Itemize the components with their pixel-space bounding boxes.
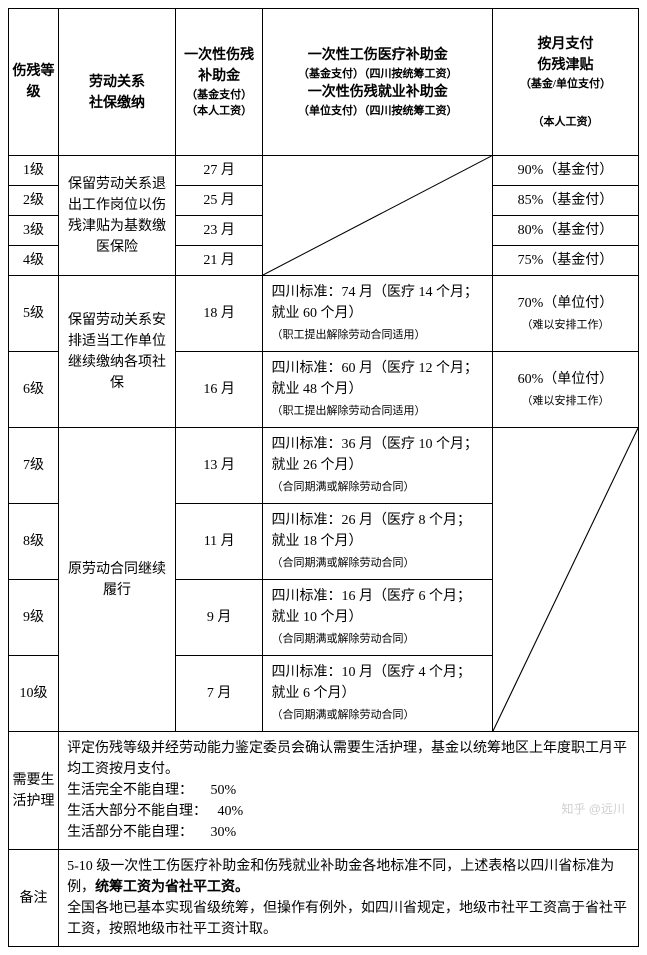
cell-relation-1-4: 保留劳动关系退出工作岗位以伤残津贴为基数缴医保险 xyxy=(59,156,176,276)
cell-c3: 27 月 xyxy=(175,156,263,186)
cell-c4: 四川标准：74 月（医疗 14 个月；就业 60 个月） （职工提出解除劳动合同… xyxy=(263,276,492,352)
c4-main: 四川标准：36 月（医疗 10 个月；就业 26 个月） xyxy=(271,437,478,473)
cell-relation-7-10: 原劳动合同继续履行 xyxy=(59,428,176,732)
cell-lvl: 9级 xyxy=(9,580,59,656)
c4-main: 四川标准：16 月（医疗 6 个月；就业 10 个月） xyxy=(271,589,471,625)
note-p1b: 统筹工资为省社平工资。 xyxy=(95,880,249,895)
cell-lvl: 3级 xyxy=(9,216,59,246)
c5-main: 60%（单位付） xyxy=(518,372,614,387)
row-care: 需要生活护理 评定伤残等级并经劳动能力鉴定委员会确认需要生活护理，基金以统筹地区… xyxy=(9,732,639,850)
cell-c4-1-4-diag xyxy=(263,156,492,276)
c4-main: 四川标准：60 月（医疗 12 个月；就业 48 个月） xyxy=(271,361,478,397)
c5-sub: （难以安排工作） xyxy=(521,319,609,331)
cell-c3: 9 月 xyxy=(175,580,263,656)
c5-main: 70%（单位付） xyxy=(518,296,614,311)
care-label: 需要生活护理 xyxy=(9,732,59,850)
care-l1: 生活完全不能自理： 50% xyxy=(67,783,236,798)
hdr-monthly-allowance: 按月支付 伤残津贴 （基金/单位支付） （本人工资） xyxy=(492,9,638,156)
cell-c3: 21 月 xyxy=(175,246,263,276)
care-l3: 生活部分不能自理： 30% xyxy=(67,825,236,840)
cell-lvl: 2级 xyxy=(9,186,59,216)
cell-c3: 16 月 xyxy=(175,352,263,428)
note-content: 5-10 级一次性工伤医疗补助金和伤残就业补助金各地标准不同，上述表格以四川省标… xyxy=(59,850,639,947)
cell-lvl: 4级 xyxy=(9,246,59,276)
care-l2: 生活大部分不能自理： 40% xyxy=(67,804,243,819)
c4-sub: （合同期满或解除劳动合同） xyxy=(271,633,414,645)
cell-c4: 四川标准：16 月（医疗 6 个月；就业 10 个月） （合同期满或解除劳动合同… xyxy=(263,580,492,656)
cell-c4: 四川标准：60 月（医疗 12 个月；就业 48 个月） （职工提出解除劳动合同… xyxy=(263,352,492,428)
cell-c3: 7 月 xyxy=(175,656,263,732)
hdr-c3-s2: （本人工资） xyxy=(179,103,260,120)
cell-c5: 75%（基金付） xyxy=(492,246,638,276)
cell-c3: 23 月 xyxy=(175,216,263,246)
cell-lvl: 1级 xyxy=(9,156,59,186)
cell-lvl: 10级 xyxy=(9,656,59,732)
hdr-c5-s1: （基金/单位支付） xyxy=(496,76,635,93)
hdr-c3-main: 一次性伤残补助金 xyxy=(184,48,254,84)
hdr-relation-text: 劳动关系 社保缴纳 xyxy=(89,75,145,111)
care-content: 评定伤残等级并经劳动能力鉴定委员会确认需要生活护理，基金以统筹地区上年度职工月平… xyxy=(59,732,639,850)
c4-sub: （职工提出解除劳动合同适用） xyxy=(271,405,425,417)
cell-relation-5-6: 保留劳动关系安排适当工作单位继续缴纳各项社保 xyxy=(59,276,176,428)
c5-sub: （难以安排工作） xyxy=(521,395,609,407)
hdr-level: 伤残等级 xyxy=(9,9,59,156)
hdr-c4b-sub: （单位支付）（四川按统筹工资） xyxy=(266,103,488,120)
c4-main: 四川标准：10 月（医疗 4 个月；就业 6 个月） xyxy=(271,665,471,701)
cell-lvl: 7级 xyxy=(9,428,59,504)
row-lvl1: 1级 保留劳动关系退出工作岗位以伤残津贴为基数缴医保险 27 月 90%（基金付… xyxy=(9,156,639,186)
row-lvl7: 7级 原劳动合同继续履行 13 月 四川标准：36 月（医疗 10 个月；就业 … xyxy=(9,428,639,504)
hdr-c3-s1: （基金支付） xyxy=(179,87,260,104)
hdr-c4a-sub: （基金支付）（四川按统筹工资） xyxy=(266,66,488,83)
cell-lvl: 5级 xyxy=(9,276,59,352)
cell-c5: 90%（基金付） xyxy=(492,156,638,186)
cell-c5: 60%（单位付） （难以安排工作） xyxy=(492,352,638,428)
c4-sub: （合同期满或解除劳动合同） xyxy=(271,709,414,721)
header-row: 伤残等级 劳动关系 社保缴纳 一次性伤残补助金 （基金支付） （本人工资） 一次… xyxy=(9,9,639,156)
cell-c5-7-10-diag xyxy=(492,428,638,732)
c4-main: 四川标准：26 月（医疗 8 个月；就业 18 个月） xyxy=(271,513,471,549)
note-p2: 全国各地已基本实现省级统筹，但操作有例外，如四川省规定，地级市社平工资高于省社平… xyxy=(67,901,627,937)
cell-c4: 四川标准：36 月（医疗 10 个月；就业 26 个月） （合同期满或解除劳动合… xyxy=(263,428,492,504)
cell-c5: 70%（单位付） （难以安排工作） xyxy=(492,276,638,352)
c4-sub: （合同期满或解除劳动合同） xyxy=(271,557,414,569)
cell-c4: 四川标准：26 月（医疗 8 个月；就业 18 个月） （合同期满或解除劳动合同… xyxy=(263,504,492,580)
cell-c4: 四川标准：10 月（医疗 4 个月；就业 6 个月） （合同期满或解除劳动合同） xyxy=(263,656,492,732)
row-lvl5: 5级 保留劳动关系安排适当工作单位继续缴纳各项社保 18 月 四川标准：74 月… xyxy=(9,276,639,352)
hdr-c4b-main: 一次性伤残就业补助金 xyxy=(308,85,448,100)
cell-c3: 25 月 xyxy=(175,186,263,216)
hdr-relation: 劳动关系 社保缴纳 xyxy=(59,9,176,156)
note-label: 备注 xyxy=(9,850,59,947)
hdr-medical-employment: 一次性工伤医疗补助金 （基金支付）（四川按统筹工资） 一次性伤残就业补助金 （单… xyxy=(263,9,492,156)
hdr-onetime-disability: 一次性伤残补助金 （基金支付） （本人工资） xyxy=(175,9,263,156)
hdr-c5-main: 按月支付 伤残津贴 xyxy=(537,37,593,73)
cell-c3: 11 月 xyxy=(175,504,263,580)
hdr-c5-s2: （本人工资） xyxy=(496,114,635,131)
cell-c3: 13 月 xyxy=(175,428,263,504)
watermark: 知乎 @远川 xyxy=(561,800,625,817)
cell-lvl: 8级 xyxy=(9,504,59,580)
cell-c5: 80%（基金付） xyxy=(492,216,638,246)
c4-sub: （职工提出解除劳动合同适用） xyxy=(271,329,425,341)
cell-lvl: 6级 xyxy=(9,352,59,428)
c4-sub: （合同期满或解除劳动合同） xyxy=(271,481,414,493)
c4-main: 四川标准：74 月（医疗 14 个月；就业 60 个月） xyxy=(271,285,478,321)
cell-c3: 18 月 xyxy=(175,276,263,352)
row-note: 备注 5-10 级一次性工伤医疗补助金和伤残就业补助金各地标准不同，上述表格以四… xyxy=(9,850,639,947)
cell-c5: 85%（基金付） xyxy=(492,186,638,216)
disability-compensation-table: 伤残等级 劳动关系 社保缴纳 一次性伤残补助金 （基金支付） （本人工资） 一次… xyxy=(8,8,639,947)
care-intro: 评定伤残等级并经劳动能力鉴定委员会确认需要生活护理，基金以统筹地区上年度职工月平… xyxy=(67,741,627,777)
hdr-level-text: 伤残等级 xyxy=(13,64,55,100)
hdr-c4a-main: 一次性工伤医疗补助金 xyxy=(308,48,448,63)
